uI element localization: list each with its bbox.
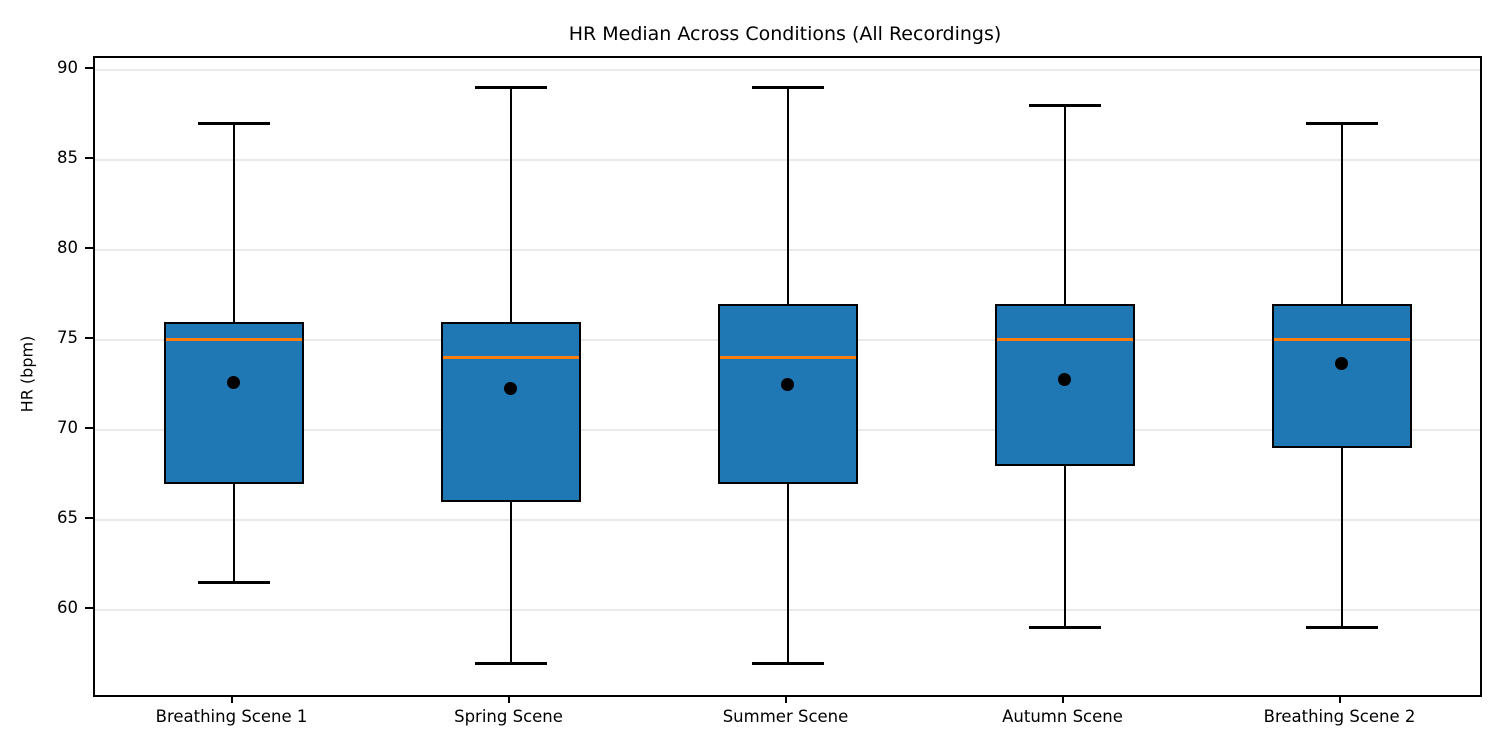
y-tick-mark-60 [85,606,93,609]
whisker-cap-upper [1305,122,1378,125]
x-tick-mark-5 [1338,695,1341,703]
y-tick-mark-90 [85,66,93,69]
y-tick-label-60: 60 [57,597,78,617]
x-tick-mark-3 [784,695,787,703]
mean-marker [1058,372,1071,386]
x-tick-mark-4 [1061,695,1064,703]
y-tick-mark-70 [85,426,93,429]
x-tick-label-1: Breathing Scene 1 [155,707,308,726]
whisker-cap-lower [197,581,270,584]
whisker-cap-lower [474,662,547,665]
mean-marker [781,378,794,392]
mean-marker [227,376,240,390]
whisker-cap-lower [1028,626,1101,629]
whisker-cap-upper [751,86,824,89]
whisker-cap-upper [197,122,270,125]
y-tick-mark-75 [85,336,93,339]
y-tick-label-85: 85 [57,147,78,167]
mean-marker [1335,356,1348,370]
mean-marker [504,381,517,395]
median-line [719,356,856,359]
whisker-upper [1340,123,1343,304]
median-line [1273,338,1410,341]
x-tick-mark-2 [507,695,510,703]
median-line [165,338,302,341]
whisker-cap-upper [1028,104,1101,107]
whisker-lower [786,483,789,664]
y-tick-label-90: 90 [57,57,78,77]
y-tick-label-65: 65 [57,507,78,527]
x-tick-label-5: Breathing Scene 2 [1263,707,1416,726]
whisker-cap-lower [751,662,824,665]
median-line [442,356,579,359]
y-tick-label-70: 70 [57,417,78,437]
box-5 [1271,303,1412,448]
whisker-lower [1340,447,1343,628]
box-2 [440,321,581,502]
y-tick-mark-80 [85,246,93,249]
x-tick-label-4: Autumn Scene [1002,707,1123,726]
median-line [996,338,1133,341]
box-1 [163,321,304,484]
whisker-lower [509,501,512,664]
whisker-cap-lower [1305,626,1378,629]
y-tick-label-75: 75 [57,327,78,347]
y-tick-mark-65 [85,516,93,519]
whisker-lower [1063,465,1066,628]
x-tick-label-2: Spring Scene [454,707,563,726]
whisker-upper [232,123,235,322]
x-tick-mark-1 [230,695,233,703]
y-tick-label-80: 80 [57,237,78,257]
whisker-upper [786,87,789,304]
gridline-y-90 [95,68,1480,71]
whisker-cap-upper [474,86,547,89]
x-tick-label-3: Summer Scene [722,707,849,726]
plot-area [93,56,1482,697]
whisker-lower [232,483,235,583]
chart-title: HR Median Across Conditions (All Recordi… [568,23,1002,45]
y-tick-mark-85 [85,156,93,159]
whisker-upper [509,87,512,322]
whisker-upper [1063,105,1066,304]
box-3 [717,303,858,484]
